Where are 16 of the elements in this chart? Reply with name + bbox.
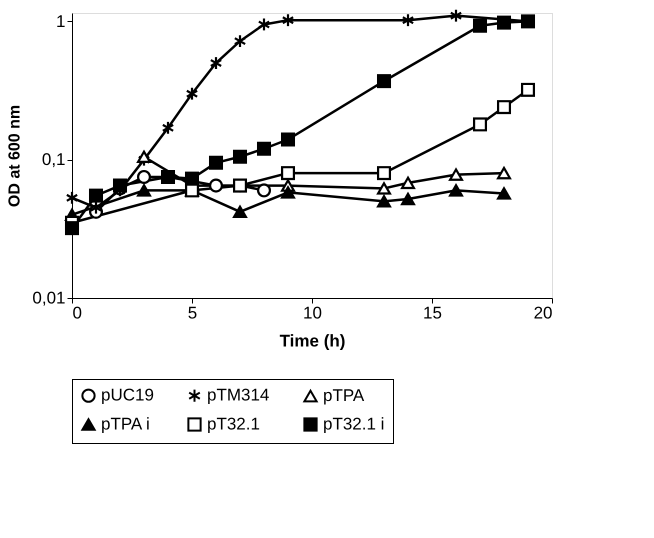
x-tick-label: 10 [303, 304, 322, 322]
x-tick-label: 0 [72, 304, 82, 322]
y-tick-label: 1 [56, 12, 66, 31]
x-tick-label: 20 [534, 304, 552, 322]
legend-label: pT32.1 [207, 414, 260, 434]
x-axis-title: Time (h) [280, 332, 346, 350]
y-tick-label: 0,1 [42, 150, 66, 170]
x-tick-label: 5 [188, 304, 198, 322]
legend-label: pTPA i [101, 414, 150, 434]
y-axis-title: OD at 600 nm [6, 104, 24, 208]
legend-label: pTM314 [207, 386, 270, 405]
x-tick-label: 15 [423, 304, 442, 322]
y-tick-label: 0,01 [32, 288, 66, 308]
legend-label: pUC19 [101, 386, 154, 405]
legend-label: pT32.1 i [323, 414, 384, 434]
legend-label: pTPA [323, 386, 365, 406]
